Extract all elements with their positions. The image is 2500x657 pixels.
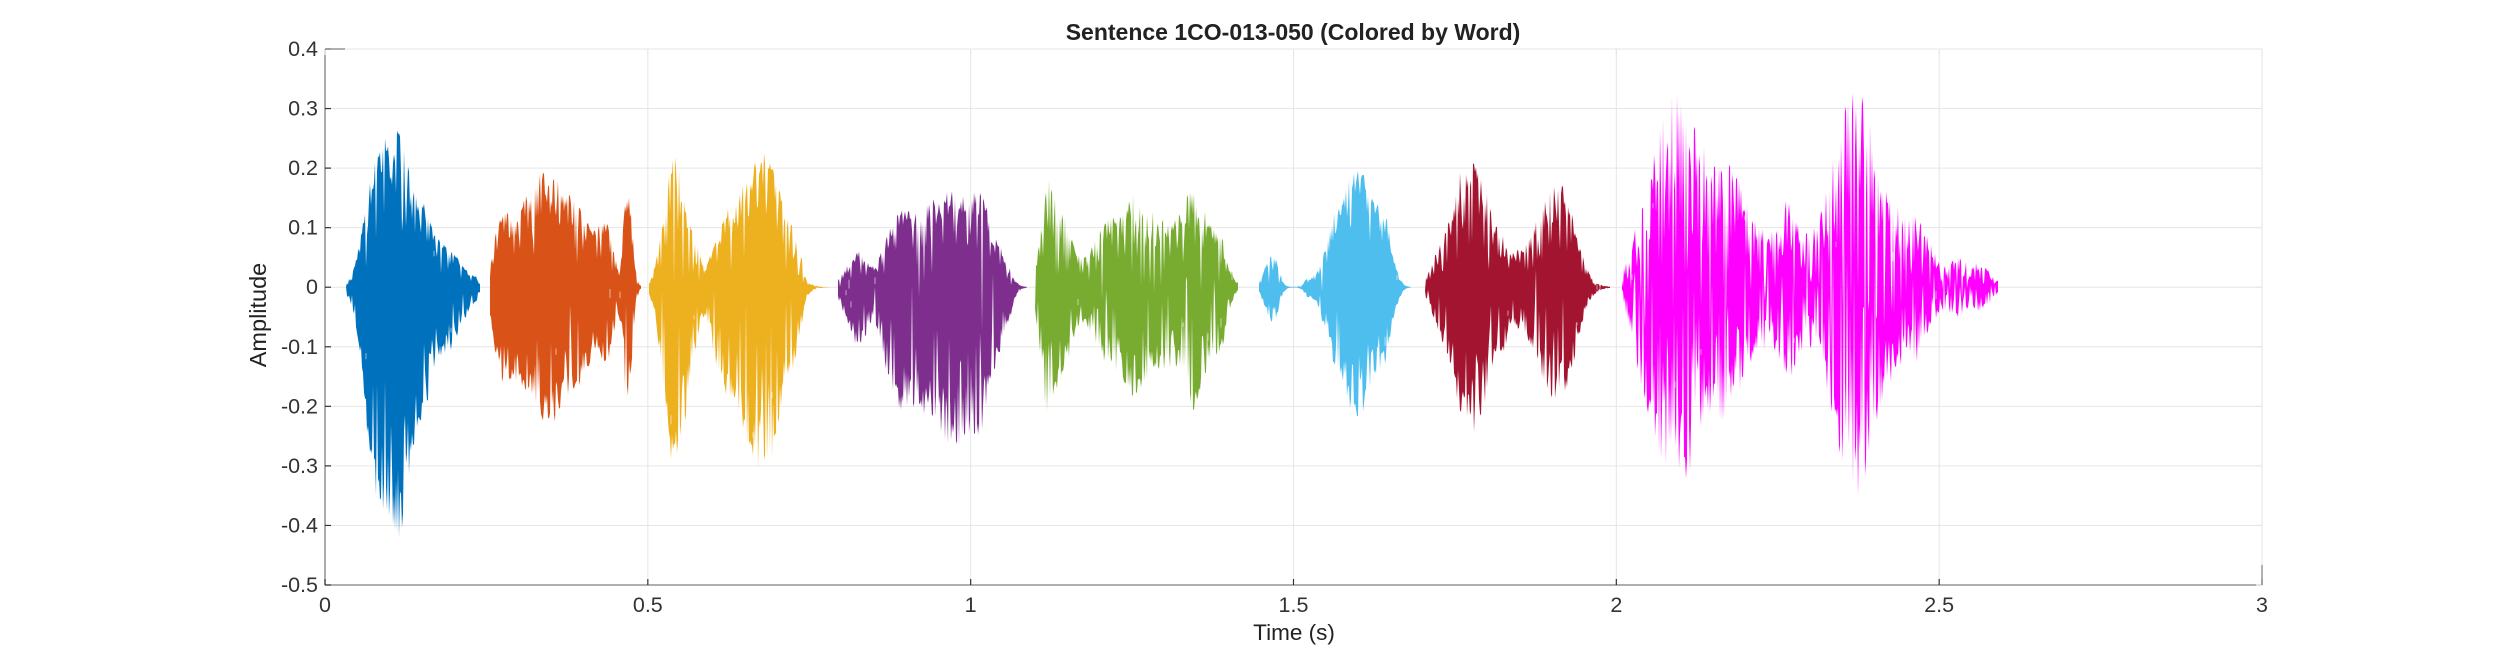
svg-text:-0.4: -0.4 xyxy=(281,513,318,537)
svg-text:0: 0 xyxy=(319,593,331,617)
svg-text:0.1: 0.1 xyxy=(288,216,318,240)
svg-text:3: 3 xyxy=(2256,593,2268,617)
svg-text:0.4: 0.4 xyxy=(288,37,318,61)
svg-text:2: 2 xyxy=(1610,593,1622,617)
svg-text:1.5: 1.5 xyxy=(1279,593,1309,617)
svg-text:0: 0 xyxy=(306,275,318,299)
svg-text:2.5: 2.5 xyxy=(1924,593,1954,617)
svg-text:-0.1: -0.1 xyxy=(281,335,318,359)
svg-text:Amplitude: Amplitude xyxy=(245,263,271,368)
svg-text:0.2: 0.2 xyxy=(288,156,318,180)
svg-text:0.3: 0.3 xyxy=(288,97,318,121)
svg-text:-0.2: -0.2 xyxy=(281,394,318,418)
svg-text:1: 1 xyxy=(965,593,977,617)
svg-text:-0.3: -0.3 xyxy=(281,454,318,478)
svg-text:0.5: 0.5 xyxy=(633,593,663,617)
svg-text:-0.5: -0.5 xyxy=(281,573,318,597)
